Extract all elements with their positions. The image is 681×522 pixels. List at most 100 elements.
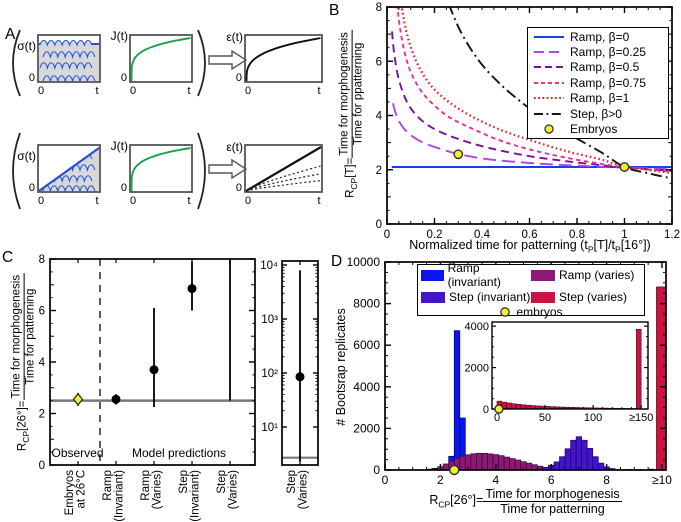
legend-label: Ramp, β=0.5	[570, 60, 640, 75]
svg-text:6: 6	[376, 56, 382, 68]
series-Ramp, β=0.25	[391, 103, 672, 171]
panel-c-y-axis-title: RCP[26°]= Time for morphogenesis Time fo…	[10, 272, 38, 452]
svg-text:t: t	[317, 85, 320, 97]
sigma-axis-label: σ(t)	[17, 39, 36, 53]
svg-text:10²: 10²	[261, 368, 278, 380]
line-style-icon	[534, 51, 564, 54]
legend-label: Ramp, β=1	[570, 91, 630, 106]
svg-text:t: t	[95, 85, 98, 97]
implies-arrow-icon	[208, 49, 248, 71]
svg-text:2000: 2000	[353, 421, 380, 435]
legend-item: Ramp, β=0.75	[532, 75, 668, 90]
legend-item: Ramp (invariant)	[421, 261, 531, 289]
svg-text:6: 6	[39, 306, 45, 318]
svg-text:1: 1	[621, 229, 627, 241]
svg-text:0: 0	[376, 219, 382, 231]
svg-text:t: t	[95, 195, 98, 207]
svg-text:0: 0	[38, 85, 44, 97]
svg-text:0: 0	[494, 412, 500, 424]
svg-text:0: 0	[38, 195, 44, 207]
legend-label: Ramp, β=0	[570, 29, 630, 44]
svg-text:2: 2	[39, 409, 45, 421]
legend-item: Step (varies)	[531, 290, 641, 304]
hist-Ramp (varies)	[431, 452, 549, 471]
panel-d-xlabel-prefix: RCP[26°]=	[429, 493, 484, 510]
svg-text:10³: 10³	[261, 314, 278, 326]
data-point	[187, 284, 197, 294]
data-point	[295, 372, 305, 382]
svg-text:8: 8	[39, 254, 45, 266]
svg-text:≥150: ≥150	[629, 412, 653, 424]
legend-item: Ramp (varies)	[531, 261, 641, 289]
line-style-icon	[534, 81, 564, 84]
panel-c-ylabel-prefix: RCP[26°]=	[16, 400, 32, 452]
svg-text:t: t	[187, 85, 190, 97]
panel-d-inset: 0 50 100 ≥150 0 2000 4000	[465, 321, 654, 424]
svg-text:0.4: 0.4	[474, 229, 491, 241]
legend-item: Embryos	[532, 121, 668, 136]
panel-b-curves	[391, 7, 672, 180]
svg-text:t: t	[187, 195, 190, 207]
panel-d-x-axis-title: RCP[26°]= Time for morphogenesis Time fo…	[385, 487, 666, 516]
legend-item: Ramp, β=1	[532, 91, 668, 106]
legend-label: Ramp (varies)	[559, 268, 635, 282]
legend-label: Step (invariant)	[449, 290, 531, 304]
hist-Ramp (invariant)	[437, 330, 477, 471]
legend-item: Step, β>0	[532, 106, 668, 121]
series-Ramp, β=0.5	[391, 31, 672, 172]
svg-text:8000: 8000	[353, 297, 380, 311]
svg-text:10000: 10000	[347, 255, 381, 269]
panel-a-label: A	[5, 26, 16, 43]
category-label: Embryosat 26°C	[64, 470, 88, 516]
legend-label: Ramp (invariant)	[447, 261, 501, 289]
close-paren	[197, 132, 206, 210]
panel-b-legend: Ramp, β=0 Ramp, β=0.25 Ramp, β=0.5 Ramp, β=…	[527, 27, 669, 139]
panel-c-ylabel-fraction: Time for morphogenesis Time for patterni…	[10, 272, 37, 401]
open-paren	[12, 132, 21, 210]
data-point	[149, 365, 159, 375]
flux-axis-label: J(t)	[111, 139, 128, 153]
legend-label: Ramp, β=0.75	[570, 75, 646, 90]
svg-text:0: 0	[29, 72, 35, 84]
svg-text:1.2: 1.2	[664, 229, 680, 241]
svg-text:0: 0	[121, 72, 127, 84]
series-Ramp, β=0.75	[396, 7, 672, 173]
sigma-plot-row2: σ(t) 00 t	[17, 144, 101, 207]
svg-text:6: 6	[548, 473, 555, 487]
panel-a-schematics: σ(t)00 tJ(t)00 tε(t)00 tσ(t)00 tJ(t)00 tε(t)0…	[12, 29, 323, 210]
color-swatch-icon	[421, 291, 445, 303]
svg-text:0: 0	[130, 85, 136, 97]
svg-text:0.2: 0.2	[427, 229, 443, 241]
svg-text:0: 0	[384, 229, 390, 241]
panel-b-y-axis-title: RCP[T]= Time for morphogenesis Time for …	[338, 30, 366, 198]
flux-plot-row2: J(t) 00 t	[111, 139, 193, 207]
open-paren	[12, 29, 21, 97]
svg-text:0: 0	[236, 72, 242, 84]
panel-b-plot: 0 0.2 0.4 0.6 0.8 1 1.2 0 2 4 6 8	[376, 2, 680, 241]
close-paren	[197, 29, 206, 97]
svg-text:2000: 2000	[465, 363, 489, 375]
legend-item: Ramp, β=0	[532, 29, 668, 44]
panel-d-y-axis-title: # Bootsrap replicates	[334, 308, 348, 426]
embryo-marker-icon	[500, 307, 511, 317]
category-label: Step(Varies)	[216, 470, 240, 510]
sigma-axis-label: σ(t)	[17, 149, 36, 163]
svg-text:t: t	[317, 195, 320, 207]
legend-label: Ramp, β=0.25	[570, 45, 646, 60]
panel-b-ylabel-prefix: RCP[T]=	[344, 157, 360, 198]
svg-text:0: 0	[245, 195, 251, 207]
line-style-icon	[534, 97, 564, 100]
panel-d-xlabel-fraction: Time for morphogenesis Time for patterni…	[483, 487, 622, 516]
svg-text:8: 8	[376, 2, 382, 14]
svg-text:4000: 4000	[353, 380, 380, 394]
panel-d-plot: 0 2 4 6 8 ≥10 0 2000 4000 6000 8000 10000 0 50 100 ≥150…	[347, 255, 673, 487]
svg-text:0: 0	[121, 182, 127, 194]
legend-item: Ramp, β=0.25	[532, 44, 668, 59]
hist-Step (invariant)	[536, 436, 616, 471]
embryo-marker	[494, 404, 504, 414]
color-swatch-icon	[531, 269, 555, 281]
panel-d-label: D	[331, 253, 343, 270]
legend-item: Ramp, β=0.5	[532, 60, 668, 75]
strain-plot-row2: ε(t) 00 t	[226, 140, 323, 207]
